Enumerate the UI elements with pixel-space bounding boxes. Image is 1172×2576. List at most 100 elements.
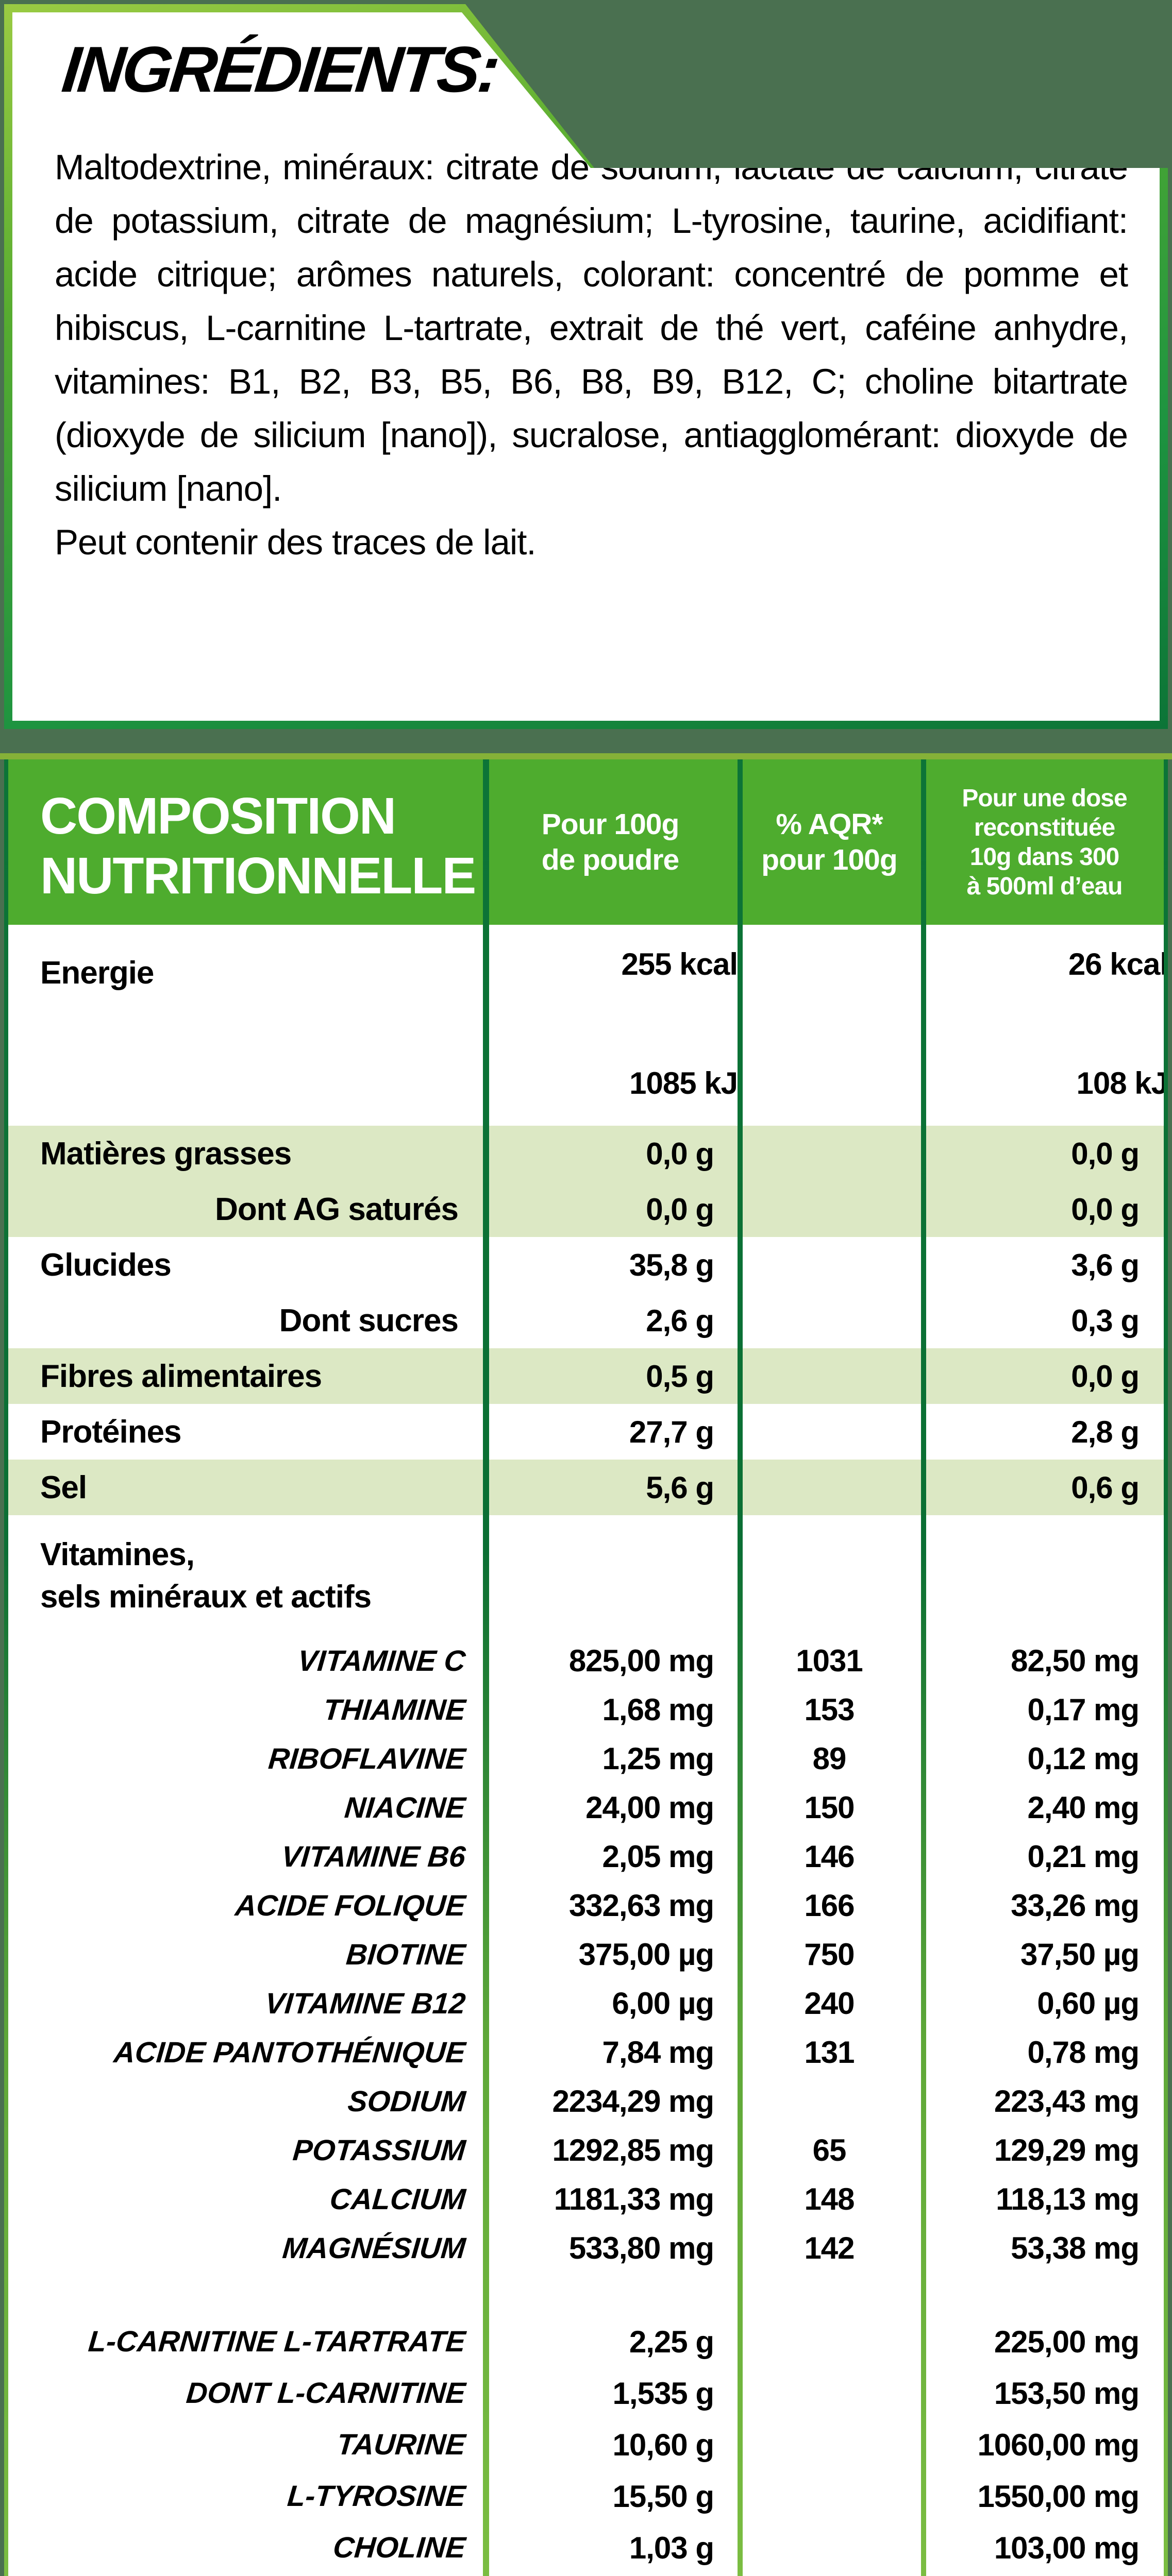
value-per-dose: 82,50 mg: [1011, 1643, 1140, 1678]
value-per-dose: 0,0 g: [1071, 1192, 1140, 1227]
column-separator-2: [738, 759, 743, 2576]
value-aqr: 166: [804, 1888, 855, 1923]
value-per-100g: 0,0 g: [646, 1192, 714, 1227]
value-per-dose: 26 kcal 108 kJ: [921, 925, 1168, 1126]
value-per-100g: 1,68 mg: [602, 1692, 714, 1727]
nutrient-label: Matières grasses: [40, 1136, 292, 1172]
nutrient-row: Protéines 27,7 g 2,8 g: [4, 1404, 1168, 1460]
nutrient-label: DONT L-CARNITINE: [185, 2377, 467, 2410]
value-per-100g: 533,80 mg: [568, 2231, 714, 2265]
nutrient-row: MAGNÉSIUM 533,80 mg 142 53,38 mg: [4, 2224, 1168, 2273]
value-aqr: 1031: [796, 1643, 863, 1678]
value-aqr: 131: [804, 2035, 855, 2070]
value-per-100g: 2234,29 mg: [552, 2084, 714, 2119]
nutrient-row: RIBOFLAVINE 1,25 mg 89 0,12 mg: [4, 1734, 1168, 1783]
nutrient-label: ACIDE PANTOTHÉNIQUE: [112, 2036, 467, 2069]
section-label-line: Vitamines,: [40, 1536, 195, 1572]
value-per-dose: 0,6 g: [1071, 1470, 1140, 1505]
nutrient-label: Glucides: [40, 1247, 172, 1283]
nutrient-row: Sel 5,6 g 0,6 g: [4, 1460, 1168, 1515]
nutrient-label: NIACINE: [343, 1791, 467, 1824]
lime-divider: [0, 753, 1172, 759]
nutrient-label: Sel: [40, 1469, 87, 1505]
value-per-dose: 0,0 g: [1071, 1136, 1140, 1171]
value-per-100g: 6,00 µg: [612, 1986, 714, 2021]
nutrient-label: RIBOFLAVINE: [267, 1742, 467, 1775]
value-per-100g: 2,25 g: [629, 2324, 714, 2359]
value-aqr: 153: [804, 1692, 855, 1727]
value-per-100g: 1,03 g: [629, 2530, 714, 2565]
ingredients-text: Maltodextrine, minéraux: citrate de sodi…: [55, 147, 1128, 509]
table-header: COMPOSITION NUTRITIONNELLE Pour 100g de …: [4, 759, 1168, 925]
nutrient-row: ACIDE FOLIQUE 332,63 mg 166 33,26 mg: [4, 1881, 1168, 1930]
value-line: 26 kcal: [1068, 947, 1168, 981]
table-border-left: [4, 759, 8, 2576]
section-label: Vitamines, sels minéraux et actifs: [4, 1534, 483, 1618]
value-per-100g: 1292,85 mg: [552, 2133, 714, 2167]
value-per-100g: 0,0 g: [646, 1136, 714, 1171]
allergen-note: Peut contenir des traces de lait.: [55, 522, 537, 562]
nutrient-label: L-CARNITINE L-TARTRATE: [87, 2325, 467, 2358]
nutrient-row: DONT L-CARNITINE 1,535 g 153,50 mg: [4, 2367, 1168, 2419]
nutrient-label: Dont AG saturés: [215, 1191, 459, 1227]
value-per-100g: 24,00 mg: [585, 1790, 714, 1825]
nutrient-label: VITAMINE B6: [280, 1840, 467, 1873]
nutrient-label: MAGNÉSIUM: [281, 2231, 467, 2265]
value-per-100g: 1,535 g: [612, 2376, 714, 2411]
nutrient-label: L-TYROSINE: [286, 2480, 467, 2513]
value-aqr: 146: [804, 1839, 855, 1874]
nutrient-row: NIACINE 24,00 mg 150 2,40 mg: [4, 1783, 1168, 1832]
nutrient-row: Vitamines, sels minéraux et actifs: [4, 1515, 1168, 1636]
nutrient-row: Dont AG saturés 0,0 g 0,0 g: [4, 1181, 1168, 1237]
nutrient-row: Dont sucres 2,6 g 0,3 g: [4, 1293, 1168, 1348]
value-per-dose: 118,13 mg: [996, 2182, 1140, 2216]
value-per-100g: 825,00 mg: [568, 1643, 714, 1678]
nutrient-row: TAURINE 10,60 g 1060,00 mg: [4, 2419, 1168, 2470]
value-per-dose: 33,26 mg: [1011, 1888, 1140, 1923]
column-header-aqr: % AQR* pour 100g: [761, 807, 897, 876]
value-per-dose: 2,40 mg: [1027, 1790, 1140, 1825]
nutrient-row: CALCIUM 1181,33 mg 148 118,13 mg: [4, 2175, 1168, 2224]
nutrient-label: THIAMINE: [322, 1693, 467, 1726]
value-per-dose: 0,17 mg: [1027, 1692, 1140, 1727]
value-per-dose: 3,6 g: [1071, 1247, 1140, 1282]
value-per-dose: 0,78 mg: [1027, 2035, 1140, 2070]
nutrient-label: Protéines: [40, 1414, 182, 1450]
nutrient-row: SODIUM 2234,29 mg 223,43 mg: [4, 2077, 1168, 2126]
value-aqr: 89: [812, 1741, 847, 1776]
nutrient-label: VITAMINE C: [296, 1644, 467, 1677]
value-line: 255 kcal: [621, 947, 738, 981]
value-per-dose: 153,50 mg: [994, 2376, 1140, 2411]
value-per-100g: 7,84 mg: [602, 2035, 714, 2070]
value-per-100g: 332,63 mg: [568, 1888, 714, 1923]
ingredients-panel: INGRÉDIENTS: Maltodextrine, minéraux: ci…: [12, 12, 1160, 721]
value-aqr: 142: [804, 2231, 855, 2265]
value-per-dose: 223,43 mg: [994, 2084, 1140, 2119]
spacer-row: [4, 2573, 1168, 2576]
value-per-dose: 0,60 µg: [1037, 1986, 1140, 2021]
column-header-per-100g: Pour 100g de poudre: [541, 807, 680, 876]
value-per-dose: 0,21 mg: [1027, 1839, 1140, 1874]
value-per-dose: 1060,00 mg: [977, 2427, 1140, 2462]
nutrient-row: L-TYROSINE 15,50 g 1550,00 mg: [4, 2470, 1168, 2522]
ingredients-title: INGRÉDIENTS:: [59, 33, 501, 106]
value-per-100g: 255 kcal 1085 kJ: [483, 925, 738, 1126]
value-aqr: 750: [804, 1937, 855, 1972]
nutrient-row: POTASSIUM 1292,85 mg 65 129,29 mg: [4, 2126, 1168, 2175]
table-border-right: [1164, 759, 1168, 2576]
column-separator-3: [921, 759, 926, 2576]
nutrient-label: Fibres alimentaires: [40, 1358, 322, 1394]
value-per-dose: 2,8 g: [1071, 1414, 1140, 1449]
value-per-dose: 103,00 mg: [994, 2530, 1140, 2565]
value-per-dose: 129,29 mg: [994, 2133, 1140, 2167]
value-per-100g: 27,7 g: [629, 1414, 714, 1449]
value-aqr: 148: [804, 2182, 855, 2216]
nutrient-label: CHOLINE: [331, 2531, 467, 2564]
value-per-dose: 0,3 g: [1071, 1303, 1140, 1338]
value-per-100g: 375,00 µg: [578, 1937, 714, 1972]
nutrient-row: BIOTINE 375,00 µg 750 37,50 µg: [4, 1930, 1168, 1979]
nutrient-label: CALCIUM: [328, 2182, 467, 2216]
nutrient-row: VITAMINE B12 6,00 µg 240 0,60 µg: [4, 1979, 1168, 2028]
nutrient-label: BIOTINE: [345, 1938, 467, 1971]
nutrient-row: THIAMINE 1,68 mg 153 0,17 mg: [4, 1685, 1168, 1734]
